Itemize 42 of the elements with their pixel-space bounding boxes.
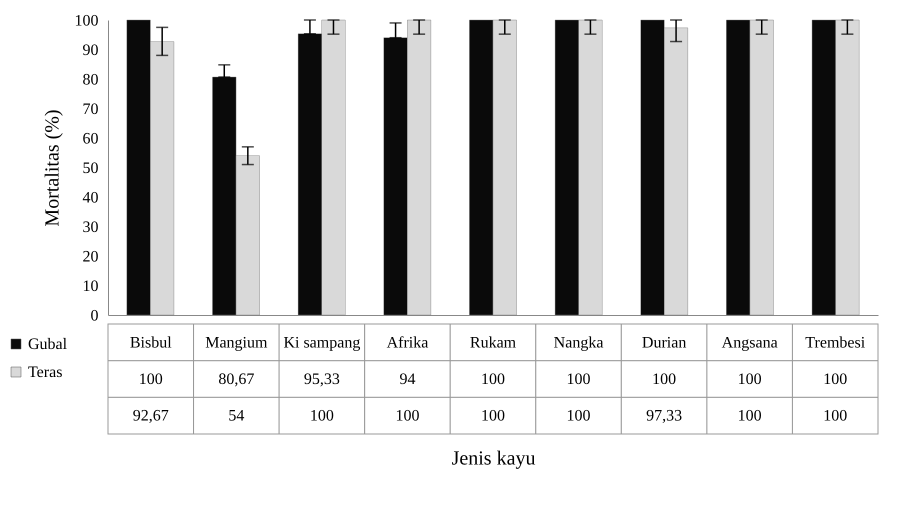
data-label: 100 bbox=[138, 371, 163, 388]
x-tick-label: Mangium bbox=[205, 334, 268, 352]
y-tick-label: 80 bbox=[82, 72, 98, 88]
x-tick-label: Durian bbox=[642, 334, 686, 352]
x-tick-label: Bisbul bbox=[130, 334, 172, 352]
data-label: 100 bbox=[481, 408, 505, 425]
legend-label: Gubal bbox=[28, 336, 68, 353]
data-label: 100 bbox=[481, 371, 505, 388]
data-label: 100 bbox=[738, 408, 762, 425]
y-tick-label: 10 bbox=[82, 278, 98, 295]
y-axis-title: Mortalitas (%) bbox=[42, 109, 64, 227]
data-label: 100 bbox=[652, 371, 676, 388]
x-tick-label: Trembesi bbox=[805, 334, 866, 352]
y-tick-label: 40 bbox=[82, 190, 98, 206]
data-label: 94 bbox=[399, 371, 416, 388]
data-label: 92,67 bbox=[132, 408, 169, 425]
y-tick-label: 100 bbox=[74, 12, 98, 30]
x-axis-title: Jenis kayu bbox=[452, 448, 536, 470]
data-label: 100 bbox=[566, 371, 591, 388]
y-tick-label: 70 bbox=[82, 101, 98, 118]
y-tick-label: 30 bbox=[82, 219, 98, 236]
legend-label: Teras bbox=[28, 364, 62, 381]
data-label: 97,33 bbox=[646, 408, 682, 425]
data-label: 100 bbox=[738, 371, 762, 388]
x-tick-label: Afrika bbox=[386, 334, 428, 352]
x-tick-label: Nangka bbox=[554, 334, 604, 352]
y-tick-label: 0 bbox=[90, 308, 98, 324]
data-label: 95,33 bbox=[304, 371, 340, 388]
data-label: 80,67 bbox=[218, 371, 254, 388]
data-label: 100 bbox=[823, 371, 848, 388]
data-label: 100 bbox=[823, 408, 848, 425]
x-tick-label: Angsana bbox=[722, 334, 778, 352]
data-label: 100 bbox=[566, 408, 591, 425]
x-tick-label: Ki sampang bbox=[283, 334, 360, 352]
data-label: 54 bbox=[228, 408, 244, 425]
y-tick-label: 60 bbox=[82, 130, 98, 148]
y-tick-label: 90 bbox=[82, 42, 98, 59]
y-tick-label: 50 bbox=[82, 160, 98, 177]
data-label: 100 bbox=[310, 408, 334, 425]
y-tick-label: 20 bbox=[82, 248, 98, 266]
x-tick-label: Rukam bbox=[470, 334, 517, 352]
data-label: 100 bbox=[395, 408, 420, 425]
